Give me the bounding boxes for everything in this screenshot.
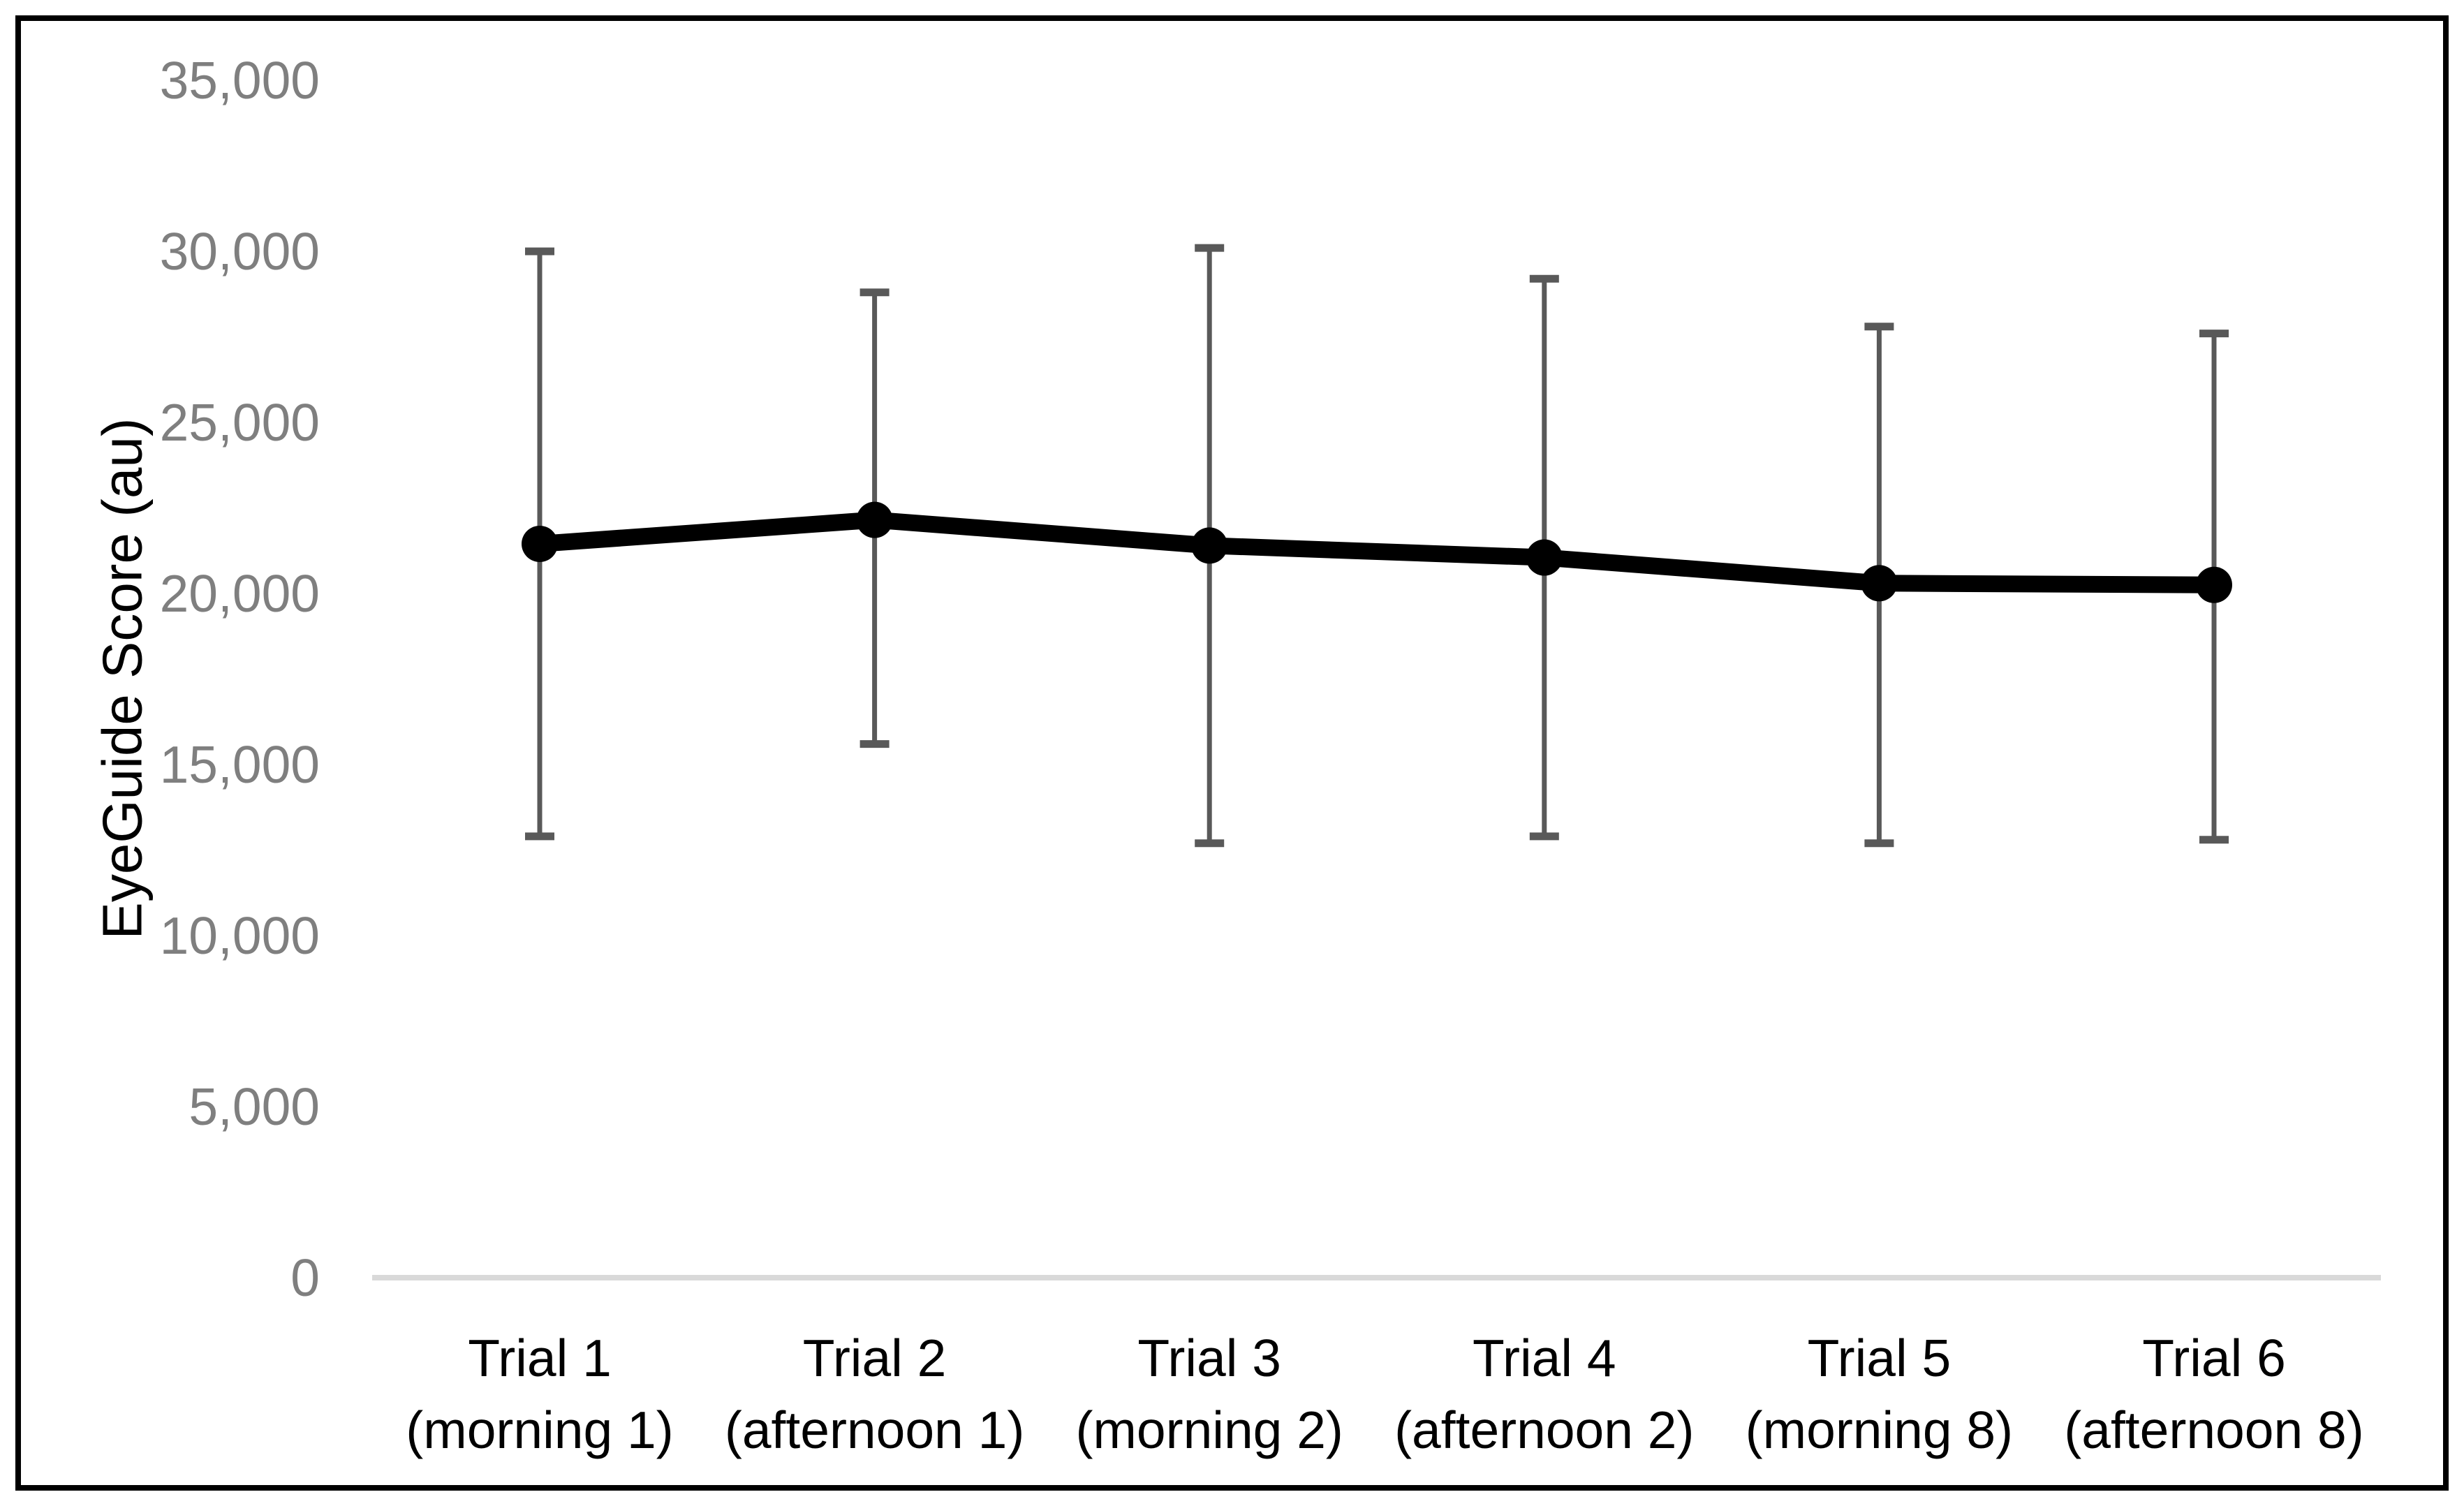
y-axis-tick-label: 25,000 [160,393,320,452]
data-point-marker [856,501,893,538]
x-axis-category-label-line2: (morning 8) [1746,1401,2013,1459]
y-axis-title: EyeGuide Score (au) [91,418,154,939]
data-point-marker [1191,527,1228,564]
x-axis-category-label-line2: (afternoon 8) [2064,1401,2363,1459]
y-axis-tick-label: 5,000 [189,1077,320,1136]
x-axis-category-label-line1: Trial 6 [2142,1329,2286,1387]
y-axis-tick-label: 20,000 [160,564,320,623]
y-axis-tick-label: 0 [290,1248,320,1307]
data-point-marker [522,525,558,562]
y-axis-tick-label: 10,000 [160,906,320,965]
x-axis-category-label-line2: (morning 1) [406,1401,673,1459]
y-axis-tick-label: 15,000 [160,735,320,794]
data-line [531,511,2222,593]
x-axis-category-label-line2: (afternoon 2) [1394,1401,1694,1459]
y-axis-tick-label: 30,000 [160,222,320,281]
x-axis-category-label-line1: Trial 3 [1137,1329,1281,1387]
data-point-marker [2196,566,2232,603]
x-axis-category-label-line1: Trial 1 [468,1329,612,1387]
x-axis-category-label-line2: (afternoon 1) [725,1401,1024,1459]
x-axis-category-label-line1: Trial 4 [1473,1329,1616,1387]
x-axis-category-label-line2: (morning 2) [1075,1401,1343,1459]
data-point-marker [1861,565,1898,602]
figure-border [15,15,2449,1491]
x-axis-category-label-line1: Trial 5 [1808,1329,1952,1387]
y-axis-tick-label: 35,000 [160,51,320,110]
x-axis-category-label-line1: Trial 2 [803,1329,947,1387]
data-point-marker [1526,539,1563,576]
chart-plot-area: 0 5,000 10,000 15,000 20,000 25,000 30,000 35,0… [160,51,2381,1459]
